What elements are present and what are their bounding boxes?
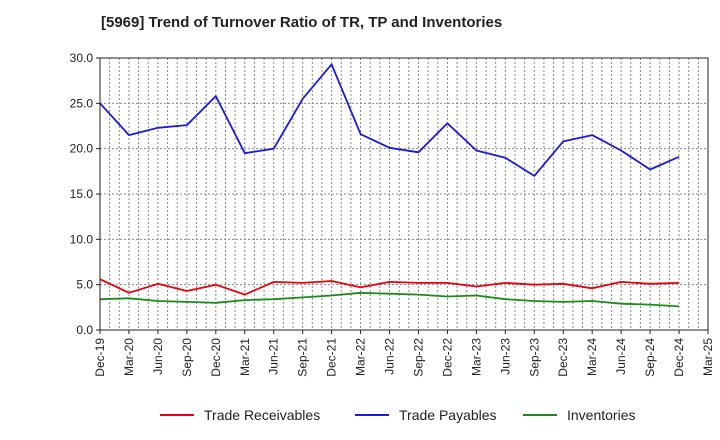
legend-label-trade-payables: Trade Payables	[399, 407, 497, 423]
x-tick-label: Jun-20	[151, 338, 165, 375]
grid-layer	[100, 58, 708, 330]
y-tick-label: 0.0	[76, 323, 93, 337]
x-tick-label: Mar-21	[238, 338, 252, 376]
legend-label-trade-receivables: Trade Receivables	[204, 407, 320, 423]
series-line-inventories	[99, 291, 680, 308]
x-tick-label: Sep-24	[643, 338, 657, 377]
x-tick-label: Mar-22	[354, 338, 368, 376]
y-tick-label: 30.0	[70, 51, 94, 65]
y-tick-label: 10.0	[70, 232, 94, 246]
x-tick-label: Jun-22	[383, 338, 397, 375]
series-line-trade-payables	[99, 63, 680, 177]
y-tick-label: 25.0	[70, 96, 94, 110]
x-tick-label: Dec-19	[93, 338, 107, 377]
series-line-trade-receivables	[99, 278, 680, 296]
x-tick-label: Mar-20	[122, 338, 136, 376]
x-tick-label: Dec-22	[440, 338, 454, 377]
x-tick-label: Sep-23	[527, 338, 541, 377]
y-tick-label: 20.0	[70, 142, 94, 156]
chart-title: [5969] Trend of Turnover Ratio of TR, TP…	[101, 14, 503, 31]
legend-layer: Trade Receivables Trade Payables Inventori…	[160, 407, 635, 423]
y-tick-label: 5.0	[76, 278, 93, 292]
y-tick-label: 15.0	[70, 187, 94, 201]
x-tick-label: Jun-23	[498, 338, 512, 375]
x-tick-label: Dec-21	[325, 338, 339, 377]
x-tick-label: Mar-23	[469, 338, 483, 376]
x-tick-label: Jun-21	[267, 338, 281, 375]
x-tick-label: Dec-24	[672, 338, 686, 377]
series-layer	[99, 63, 680, 308]
x-tick-label: Sep-22	[411, 338, 425, 377]
x-tick-label: Sep-21	[296, 338, 310, 377]
x-tick-label: Dec-23	[556, 338, 570, 377]
x-tick-label: Dec-20	[209, 338, 223, 377]
legend-label-inventories: Inventories	[567, 407, 635, 423]
x-tick-label: Jun-24	[614, 338, 628, 375]
x-tick-label: Mar-25	[701, 338, 715, 376]
x-tick-label: Sep-20	[180, 338, 194, 377]
axis-layer: 0.0 5.0 10.0 15.0 20.0 25.0 30.0 Dec-19 Mar-20 Ju…	[70, 51, 715, 377]
x-tick-label: Mar-24	[585, 338, 599, 376]
